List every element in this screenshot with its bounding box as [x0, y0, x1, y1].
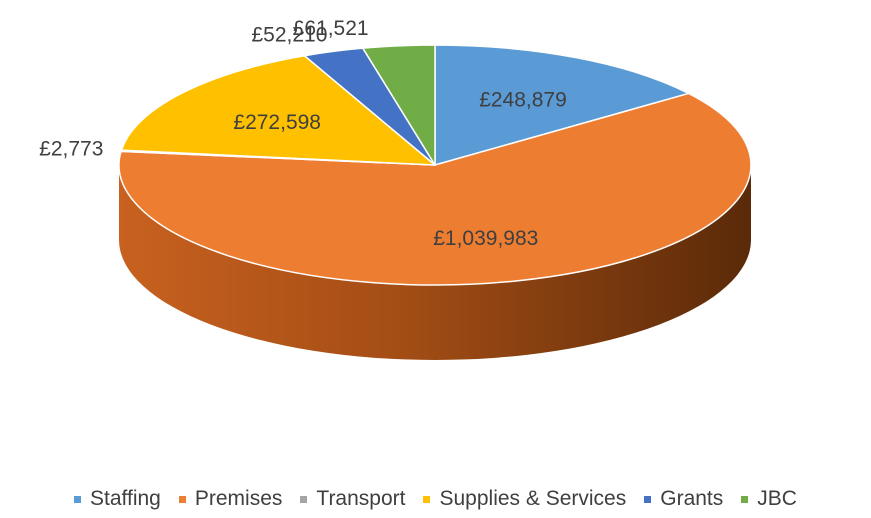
data-label-staffing: £248,879: [479, 89, 567, 112]
pie-slice-supplies-services: [120, 54, 436, 166]
legend-item-staffing: Staffing: [74, 487, 161, 511]
legend-item-transport: Transport: [300, 487, 405, 511]
data-label-supplies-services: £272,598: [233, 111, 321, 134]
legend-label-transport: Transport: [316, 487, 406, 510]
legend-label-jbc: JBC: [757, 487, 797, 510]
data-label-grants: £52,210: [251, 23, 327, 46]
pie-side-group: [119, 165, 751, 360]
legend-label-staffing: Staffing: [90, 487, 161, 510]
pie-top-group: [118, 44, 752, 286]
legend-label-supplies-services: Supplies & Services: [439, 487, 627, 510]
legend-label-grants: Grants: [660, 487, 724, 510]
pie-slice-jbc: [362, 44, 436, 166]
pie-side-premises: [119, 165, 751, 360]
legend-item-jbc: JBC: [741, 487, 797, 511]
pie-chart: £248,879 £1,039,983 £2,773 £272,598 £52,210£…: [39, 17, 752, 360]
legend-label-premises: Premises: [194, 487, 283, 510]
legend-item-grants: Grants: [644, 487, 723, 511]
legend-swatch-staffing: [74, 495, 82, 503]
pie-labels-group: £248,879 £1,039,983 £2,773 £272,598 £52,210£…: [39, 17, 567, 250]
pie-slice-staffing: [434, 44, 690, 166]
legend-swatch-premises: [178, 495, 186, 503]
data-label-jbc: £61,521: [293, 17, 369, 40]
legend-swatch-grants: [644, 495, 652, 503]
legend-swatch-supplies-services: [423, 495, 431, 503]
legend-item-supplies-services: Supplies & Services: [423, 487, 626, 511]
pie-slice-premises: [118, 92, 752, 286]
legend-swatch-transport: [300, 495, 308, 503]
legend-item-premises: Premises: [178, 487, 283, 511]
chart-legend: Staffing Premises Transport Supplies & Serv…: [0, 484, 871, 514]
data-label-premises: £1,039,983: [433, 227, 538, 250]
data-label-transport: £2,773: [39, 138, 103, 161]
legend-swatch-jbc: [741, 495, 749, 503]
